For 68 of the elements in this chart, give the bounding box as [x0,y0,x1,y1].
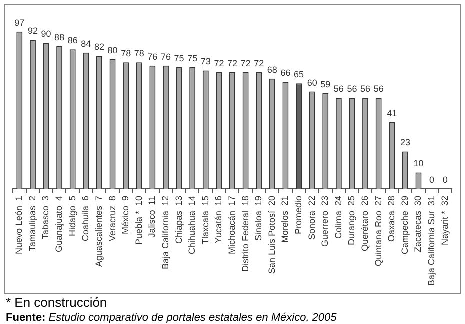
x-tick-label: Baja California Sur 31 [426,196,437,286]
data-label: 86 [68,36,78,46]
x-tick-label: Chiapas 13 [174,196,184,244]
x-tick-label: Oaxaca 28 [386,196,397,242]
x-tick-label: Guerrero 23 [320,196,330,247]
x-tick-label: Hidalgo 5 [67,196,78,236]
x-tick-label: Tamaulipas 2 [27,196,38,252]
data-label: 56 [374,84,384,94]
x-tick-label: Distrito Federal 18 [240,196,250,272]
data-label: 59 [320,79,331,90]
data-label: 0 [442,174,448,185]
x-tick-label: San Luis Potosí 20 [266,196,277,274]
x-tick-label: Puebla * 10 [134,196,144,245]
data-label: 41 [387,108,398,119]
data-label: 90 [41,29,52,40]
source-note: Fuente: Estudio comparativo de portales estatales en México, 2005 [6,312,337,324]
data-label: 60 [307,78,318,88]
x-tick-label: Sonora 22 [306,196,317,240]
x-tick-label: Querétaro 26 [360,196,370,252]
data-label: 84 [81,38,92,49]
x-tick-label: Aguascalientes 7 [94,196,104,267]
data-label: 78 [134,48,144,59]
x-tick-label: Colima 24 [333,196,344,239]
data-label: 76 [160,52,171,62]
text: * En construcción [6,295,108,310]
data-label: 56 [334,84,344,94]
x-tick-label: Sinaloa 19 [254,196,264,241]
x-tick-label: Michoacán 17 [226,196,237,254]
data-label: 75 [188,53,198,64]
x-tick-label: Baja California 12 [160,196,170,270]
x-tick-label: Durango 25 [346,196,357,246]
x-tick-label: Quintana Roo 27 [373,196,384,267]
data-label: 92 [28,26,38,36]
x-tick-label: Morelos 21 [280,196,290,243]
x-tick-label: Promedio [294,196,304,234]
data-label: 82 [94,42,104,52]
data-label: 80 [108,45,118,56]
data-label: 76 [148,52,158,62]
data-label: 68 [267,64,278,75]
x-tick-label: Veracruz 8 [107,196,118,242]
x-tick-label: Campeche 29 [400,196,410,254]
x-tick-label: Jalisco 11 [147,196,158,238]
x-tick-label: Tabasco 3 [40,196,51,240]
x-tick-label: Guanajuato 4 [54,196,64,252]
data-label: 72 [254,58,264,68]
x-tick-label: Nayarit * 32 [440,196,450,246]
x-tick-label: Zacatecas 30 [413,196,424,252]
data-label: 78 [121,48,132,59]
data-label: 97 [14,18,25,28]
data-label: 56 [347,84,358,94]
data-label: 88 [54,32,65,42]
data-label: 23 [400,138,410,148]
x-tick-label: Nuevo León 1 [14,196,24,254]
data-label: 10 [414,158,424,169]
data-label: 65 [294,70,304,80]
x-tick-label: Coahuila 6 [80,196,91,242]
data-label: 75 [174,53,184,64]
x-tick-label: Chihuahua 14 [187,196,198,255]
data-label: 72 [227,58,238,68]
x-tick-label: Yucatán 16 [214,196,224,244]
x-tick-label: Tlaxcala 15 [200,196,210,244]
data-label: 73 [200,56,211,67]
data-label: 56 [360,84,371,94]
data-label: 66 [280,68,291,78]
x-tick-label: México 9 [120,196,131,234]
data-label: 72 [214,58,224,68]
data-label: 0 [430,174,435,185]
data-label: 72 [240,58,251,68]
